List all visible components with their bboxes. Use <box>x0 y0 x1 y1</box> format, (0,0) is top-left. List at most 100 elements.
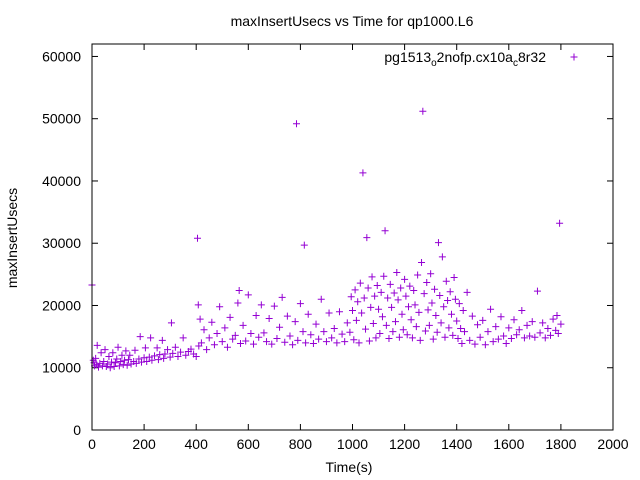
data-point <box>221 324 229 332</box>
data-point <box>437 319 445 327</box>
data-point <box>449 331 457 339</box>
data-point <box>378 313 386 321</box>
data-point <box>126 351 134 359</box>
data-point <box>242 337 250 345</box>
data-point <box>156 351 164 359</box>
data-point <box>131 346 139 354</box>
data-point <box>291 318 299 326</box>
data-point <box>203 346 211 354</box>
data-point <box>434 239 442 247</box>
data-point <box>377 288 385 296</box>
data-point <box>304 310 312 318</box>
data-point <box>362 325 370 333</box>
axis-ticks: 0 200 400 600 800 1000 1200 1400 1600 1800 2000010… <box>42 44 629 452</box>
y-tick-label: 40000 <box>42 173 81 189</box>
x-tick-label: 1000 <box>337 436 368 452</box>
data-point <box>236 339 244 347</box>
data-point <box>381 227 389 235</box>
data-point <box>341 338 349 346</box>
data-point <box>302 339 310 347</box>
data-point <box>296 300 304 308</box>
data-point <box>541 334 549 342</box>
data-point <box>263 338 271 346</box>
data-point <box>358 309 366 317</box>
data-point <box>497 313 505 321</box>
data-point <box>154 356 162 364</box>
data-point <box>322 338 330 346</box>
data-point <box>407 316 415 324</box>
data-point <box>451 295 459 303</box>
data-point <box>187 345 195 353</box>
data-point <box>164 346 172 354</box>
data-point <box>484 328 492 336</box>
data-point <box>424 306 432 314</box>
data-point <box>307 331 315 339</box>
data-point <box>415 308 423 316</box>
y-tick-label: 0 <box>73 422 81 438</box>
data-point <box>418 259 426 267</box>
data-point <box>197 339 205 347</box>
data-point <box>446 288 454 296</box>
data-point <box>466 336 474 344</box>
data-point <box>373 282 381 290</box>
data-point <box>283 312 291 320</box>
data-point <box>363 234 371 242</box>
data-point <box>194 234 202 242</box>
data-point <box>354 298 362 306</box>
data-point <box>419 107 427 115</box>
data-point <box>108 358 116 366</box>
data-point <box>402 292 410 300</box>
data-point <box>255 333 263 341</box>
data-point <box>391 318 399 326</box>
data-point <box>278 293 286 301</box>
data-point <box>438 253 446 261</box>
data-point <box>539 319 547 327</box>
data-point <box>200 326 208 334</box>
data-point <box>364 284 372 292</box>
data-point <box>368 273 376 281</box>
data-point <box>427 270 435 278</box>
data-point <box>182 351 190 359</box>
data-point <box>166 353 174 361</box>
y-tick-label: 60000 <box>42 48 81 64</box>
data-point <box>440 303 448 311</box>
data-point <box>93 341 101 349</box>
data-point <box>411 301 419 309</box>
data-point <box>457 325 465 333</box>
x-tick-label: 2000 <box>597 436 628 452</box>
data-point <box>507 334 515 342</box>
legend-marker <box>570 53 578 61</box>
data-point <box>421 327 429 335</box>
data-point <box>160 354 168 362</box>
data-point <box>428 299 436 307</box>
data-point <box>270 302 278 310</box>
data-point <box>544 325 552 333</box>
data-point <box>425 321 433 329</box>
data-point <box>549 315 557 323</box>
data-point <box>520 334 528 342</box>
data-point <box>350 336 358 344</box>
data-point <box>471 340 479 348</box>
data-point <box>420 290 428 298</box>
data-point <box>177 348 185 356</box>
data-point <box>382 321 390 329</box>
data-point <box>104 360 112 368</box>
data-point <box>454 334 462 342</box>
data-point <box>330 325 338 333</box>
data-point <box>151 352 159 360</box>
data-point <box>226 313 234 321</box>
data-point <box>432 311 440 319</box>
data-point <box>352 316 360 324</box>
data-points <box>88 107 565 372</box>
data-point <box>218 338 226 346</box>
data-point <box>119 361 127 369</box>
data-point <box>463 288 471 296</box>
x-tick-label: 0 <box>88 436 96 452</box>
data-point <box>109 349 117 357</box>
data-point <box>372 334 380 342</box>
data-point <box>260 329 268 337</box>
data-point <box>325 309 333 317</box>
data-point <box>468 312 476 320</box>
data-point <box>276 323 284 331</box>
data-point <box>376 330 384 337</box>
